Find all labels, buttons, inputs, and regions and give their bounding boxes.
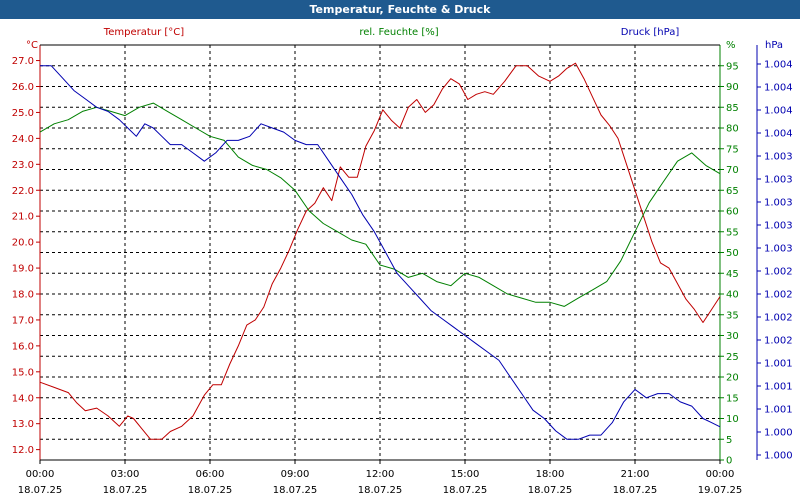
press-tick-label: 1.002 [764, 290, 793, 301]
temp-tick-label: 14.0 [12, 393, 34, 404]
hum-unit-label: % [726, 40, 736, 51]
press-tick-label: 1.004 [764, 83, 793, 94]
grid-lines [40, 45, 720, 460]
press-tick-label: 1.002 [764, 313, 793, 324]
press-tick-label: 1.000 [764, 451, 793, 462]
hum-tick-label: 45 [726, 269, 739, 280]
hum-tick-label: 60 [726, 207, 739, 218]
temp-tick-label: 20.0 [12, 238, 34, 249]
hum-tick-label: 65 [726, 186, 739, 197]
temp-tick-label: 12.0 [12, 445, 34, 456]
press-tick-label: 1.004 [764, 106, 793, 117]
temp-tick-label: 19.0 [12, 264, 34, 275]
press-tick-label: 1.003 [764, 221, 793, 232]
window-title: Temperatur, Feuchte & Druck [309, 3, 491, 16]
x-tick-date: 18.07.25 [103, 485, 148, 496]
x-tick-time: 03:00 [111, 469, 140, 480]
press-tick-labels: 1.004 1.004 1.004 1.004 1.003 1.003 1.003 1.003… [757, 60, 793, 462]
press-tick-label: 1.001 [764, 382, 793, 393]
hum-series-line [39, 102, 721, 307]
hum-tick-label: 5 [726, 435, 732, 446]
press-tick-label: 1.003 [764, 244, 793, 255]
hum-tick-label: 85 [726, 103, 739, 114]
press-tick-label: 1.003 [764, 175, 793, 186]
x-tick-labels: 00:00 18.07.25 03:00 18.07.25 06:00 18.07.25 0… [18, 460, 743, 496]
hum-tick-label: 95 [726, 61, 739, 72]
window-titlebar: Temperatur, Feuchte & Druck [0, 0, 800, 19]
x-tick-date: 18.07.25 [18, 485, 63, 496]
x-tick-time: 21:00 [621, 469, 650, 480]
x-tick-date: 18.07.25 [528, 485, 573, 496]
hum-tick-label: 35 [726, 310, 739, 321]
temp-tick-label: 24.0 [12, 134, 34, 145]
press-tick-label: 1.001 [764, 405, 793, 416]
hum-tick-label: 10 [726, 414, 739, 425]
press-series-line [40, 65, 721, 440]
x-tick-time: 00:00 [26, 469, 55, 480]
temp-tick-label: 23.0 [12, 160, 34, 171]
x-tick-time: 18:00 [536, 469, 565, 480]
temp-unit-label: °C [26, 40, 38, 51]
x-tick-time: 06:00 [196, 469, 225, 480]
axis-lines [39, 44, 758, 461]
x-tick-time: 00:00 [706, 469, 735, 480]
hum-tick-label: 50 [726, 248, 739, 259]
x-tick-date: 18.07.25 [613, 485, 658, 496]
temp-axis-title: Temperatur [°C] [103, 27, 184, 38]
hum-tick-label: 15 [726, 393, 739, 404]
temp-series-line [39, 62, 721, 440]
hum-tick-label: 90 [726, 82, 739, 93]
x-tick-date: 18.07.25 [443, 485, 488, 496]
hum-tick-label: 30 [726, 331, 739, 342]
temp-tick-label: 17.0 [12, 315, 34, 326]
temp-tick-labels: 27.0 26.0 25.0 24.0 23.0 22.0 21.0 20.0 19.0 18.0… [12, 56, 40, 456]
press-axis-title: Druck [hPa] [621, 27, 680, 38]
hum-tick-label: 80 [726, 124, 739, 135]
x-tick-date: 19.07.25 [698, 485, 743, 496]
press-tick-label: 1.003 [764, 152, 793, 163]
hum-tick-label: 55 [726, 227, 739, 238]
press-tick-label: 1.000 [764, 428, 793, 439]
x-tick-time: 09:00 [281, 469, 310, 480]
temp-tick-label: 27.0 [12, 56, 34, 67]
hum-tick-label: 20 [726, 373, 739, 384]
hum-tick-label: 40 [726, 290, 739, 301]
hum-tick-label: 25 [726, 352, 739, 363]
hum-tick-label: 70 [726, 165, 739, 176]
series-lines [39, 62, 721, 440]
press-tick-label: 1.003 [764, 198, 793, 209]
press-tick-label: 1.004 [764, 60, 793, 71]
x-tick-time: 12:00 [366, 469, 395, 480]
temp-tick-label: 18.0 [12, 290, 34, 301]
x-tick-date: 18.07.25 [273, 485, 318, 496]
temp-tick-label: 16.0 [12, 341, 34, 352]
temp-tick-label: 22.0 [12, 186, 34, 197]
x-tick-time: 15:00 [451, 469, 480, 480]
temp-tick-label: 25.0 [12, 108, 34, 119]
x-tick-date: 18.07.25 [188, 485, 233, 496]
temp-tick-label: 13.0 [12, 419, 34, 430]
temp-tick-label: 26.0 [12, 82, 34, 93]
press-tick-label: 1.004 [764, 129, 793, 140]
press-unit-label: hPa [765, 40, 783, 51]
hum-tick-label: 75 [726, 144, 739, 155]
press-tick-label: 1.002 [764, 336, 793, 347]
hum-tick-label: 0 [726, 456, 732, 467]
hum-axis-title: rel. Feuchte [%] [359, 27, 438, 38]
temp-tick-label: 15.0 [12, 367, 34, 378]
press-tick-label: 1.001 [764, 359, 793, 370]
x-tick-date: 18.07.25 [358, 485, 403, 496]
temp-tick-label: 21.0 [12, 212, 34, 223]
press-tick-label: 1.002 [764, 267, 793, 278]
